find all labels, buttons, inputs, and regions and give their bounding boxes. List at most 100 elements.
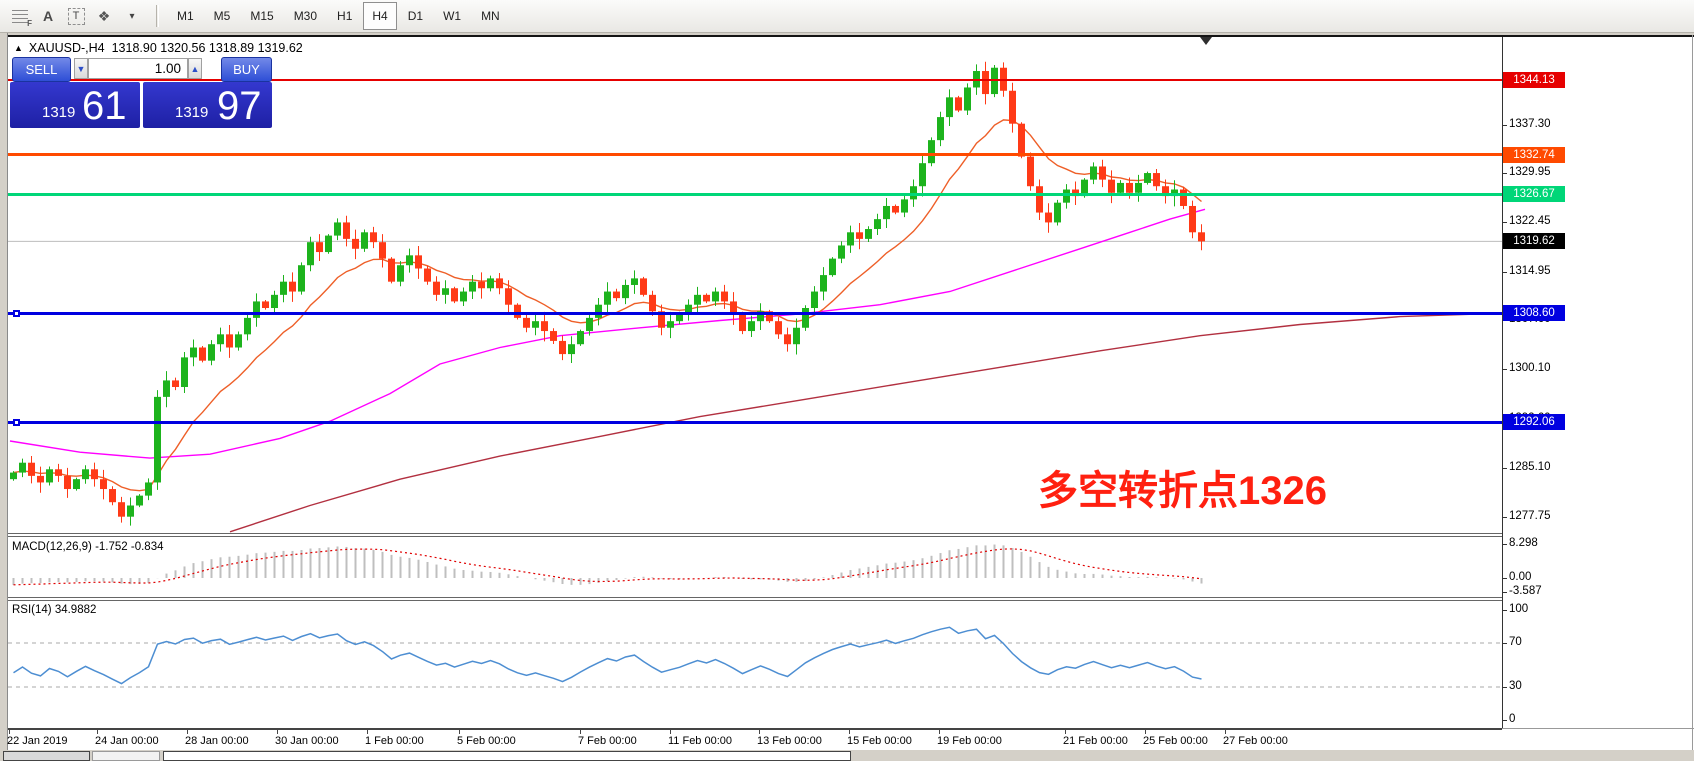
date-label: 1 Feb 00:00 xyxy=(365,735,424,747)
date-label: 15 Feb 00:00 xyxy=(847,735,912,747)
price-tick-label: 1329.95 xyxy=(1509,166,1551,178)
date-tick-mark xyxy=(939,730,940,734)
price-tick-mark xyxy=(1502,272,1507,273)
candle-body xyxy=(1090,166,1097,180)
candle-body xyxy=(208,344,215,361)
hline-1344.13[interactable] xyxy=(8,79,1502,81)
hline-handle[interactable] xyxy=(13,419,20,426)
chart-ohlc-label: 1318.90 1320.56 1318.89 1319.62 xyxy=(111,41,303,55)
hline-handle[interactable] xyxy=(13,310,20,317)
candle-body xyxy=(325,235,332,253)
candle-body xyxy=(730,301,737,315)
hline-1326.67[interactable] xyxy=(8,193,1502,196)
date-label: 27 Feb 00:00 xyxy=(1223,735,1288,747)
date-tick-mark xyxy=(580,730,581,734)
indicators-list-icon[interactable]: F xyxy=(8,4,32,28)
candle-body xyxy=(1009,90,1016,124)
sell-price-box[interactable]: 1319 61 xyxy=(10,82,140,128)
candle-body xyxy=(451,288,458,302)
timeframe-button-M5[interactable]: M5 xyxy=(213,9,231,23)
chart-canvas[interactable] xyxy=(8,37,1502,729)
macd-tick-mark xyxy=(1502,544,1507,545)
candle-body xyxy=(748,321,755,332)
hline-1308.6[interactable] xyxy=(8,312,1502,315)
candle-body xyxy=(217,334,224,345)
buy-price-box[interactable]: 1319 97 xyxy=(143,82,272,128)
pane-separator[interactable] xyxy=(8,597,1502,598)
candle-body xyxy=(532,321,539,328)
candle-body xyxy=(577,331,584,345)
candle-body xyxy=(622,284,629,299)
candle-body xyxy=(883,205,890,220)
timeframe-button-M30[interactable]: M30 xyxy=(293,9,318,23)
one-click-trading-panel: 1319 61 1319 97 SELL ▼ ▲ BUY xyxy=(10,55,272,128)
timeframe-button-H1[interactable]: H1 xyxy=(337,9,353,23)
timeframe-button-D1[interactable]: D1 xyxy=(407,9,424,23)
candle-body xyxy=(1117,182,1124,193)
candle-body xyxy=(1171,189,1178,197)
price-tag-1344.13: 1344.13 xyxy=(1503,72,1565,88)
candle-body xyxy=(919,163,926,187)
date-tick-mark xyxy=(1145,730,1146,734)
date-label: 21 Feb 00:00 xyxy=(1063,735,1128,747)
candle-body xyxy=(469,281,476,292)
candle-body xyxy=(280,281,287,295)
slow-ma-line xyxy=(229,312,1501,533)
hline-1292.06[interactable] xyxy=(8,421,1502,424)
timeframe-button-M1[interactable]: M1 xyxy=(177,9,194,23)
candle-body xyxy=(361,232,368,249)
candle-body xyxy=(136,495,143,506)
candle-body xyxy=(316,242,323,253)
drawing-tools-caret[interactable]: ▾ xyxy=(120,4,144,28)
candle-body xyxy=(757,311,764,322)
sell-button[interactable]: SELL xyxy=(12,57,71,82)
candle-body xyxy=(397,265,404,282)
candle-body xyxy=(55,469,62,476)
date-tick-mark xyxy=(1065,730,1066,734)
candle-body xyxy=(334,222,341,236)
candle-body xyxy=(667,321,674,328)
timeframe-button-W1[interactable]: W1 xyxy=(443,9,462,23)
candle-body xyxy=(442,288,449,295)
timeframe-button-M15[interactable]: M15 xyxy=(250,9,274,23)
volume-up-button[interactable]: ▲ xyxy=(188,58,202,79)
pane-separator[interactable] xyxy=(8,536,1502,537)
pane-separator[interactable] xyxy=(8,600,1502,601)
price-tick-mark xyxy=(1502,125,1507,126)
bottom-partial-box xyxy=(92,751,160,761)
candle-body xyxy=(514,304,521,318)
rsi-tick-mark xyxy=(1502,643,1507,644)
medium-ma-line xyxy=(9,208,1206,459)
macd-tick-mark xyxy=(1502,578,1507,579)
date-label: 7 Feb 00:00 xyxy=(578,735,637,747)
bottom-partial-box xyxy=(163,751,851,761)
volume-input[interactable] xyxy=(88,58,188,79)
hline-1332.74[interactable] xyxy=(8,153,1502,156)
candle-body xyxy=(676,314,683,322)
price-tag-1292.06: 1292.06 xyxy=(1503,414,1565,430)
candle-body xyxy=(163,380,170,397)
candle-body xyxy=(1027,156,1034,187)
timeframe-button-MN[interactable]: MN xyxy=(481,9,500,23)
candle-body xyxy=(766,311,773,322)
chart-shift-marker-icon[interactable] xyxy=(1200,37,1212,45)
letter-t-icon: T xyxy=(67,7,85,25)
buy-button[interactable]: BUY xyxy=(221,57,272,82)
candle-body xyxy=(1180,189,1187,206)
candle-body xyxy=(901,199,908,213)
drawing-tools-icon[interactable]: ❖ xyxy=(92,4,116,28)
rsi-tick-label: 30 xyxy=(1509,680,1522,692)
timeframe-button-H4[interactable]: H4 xyxy=(363,2,397,30)
candle-body xyxy=(649,294,656,312)
rsi-tick-label: 70 xyxy=(1509,636,1522,648)
pane-separator[interactable] xyxy=(8,533,1502,534)
candle-body xyxy=(811,291,818,309)
candle-body xyxy=(1108,179,1115,193)
text-box-tool-icon[interactable]: T xyxy=(64,4,88,28)
grid-f-icon: F xyxy=(12,9,32,28)
volume-down-button[interactable]: ▼ xyxy=(74,58,88,79)
text-label-tool-icon[interactable]: A xyxy=(36,4,60,28)
candle-body xyxy=(388,258,395,282)
timeframe-button-group: M1 M5 M15 M30 H1 H4 D1 W1 MN xyxy=(167,2,510,30)
candle-body xyxy=(640,278,647,295)
